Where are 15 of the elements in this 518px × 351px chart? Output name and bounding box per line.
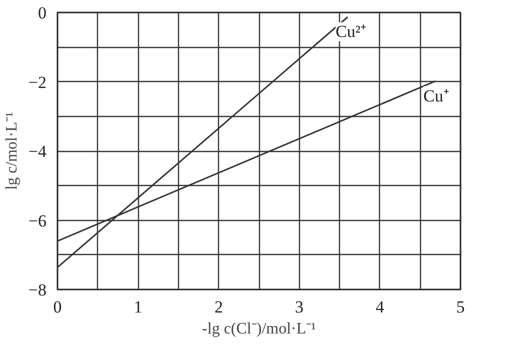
x-tick-label: 2 bbox=[214, 298, 223, 316]
x-axis-title: -lg c(Cl⁻)/mol·L⁻¹ bbox=[202, 320, 316, 338]
y-tick-label: −8 bbox=[28, 280, 47, 300]
series-label: Cu²⁺ bbox=[336, 22, 367, 42]
y-tick-label: −4 bbox=[28, 142, 47, 161]
y-tick-label: 0 bbox=[38, 4, 46, 22]
series-label: Cu⁺ bbox=[423, 86, 450, 106]
x-tick-label: 5 bbox=[456, 298, 465, 316]
x-tick-label: 0 bbox=[53, 298, 62, 316]
x-tick-label: 1 bbox=[134, 298, 142, 316]
x-tick-label: 4 bbox=[376, 298, 385, 316]
x-tick-label: 3 bbox=[295, 298, 304, 316]
y-axis-title: lg c/mol·L⁻¹ bbox=[3, 112, 20, 190]
y-tick-label: −2 bbox=[28, 72, 47, 92]
y-tick-label: −6 bbox=[28, 211, 47, 230]
